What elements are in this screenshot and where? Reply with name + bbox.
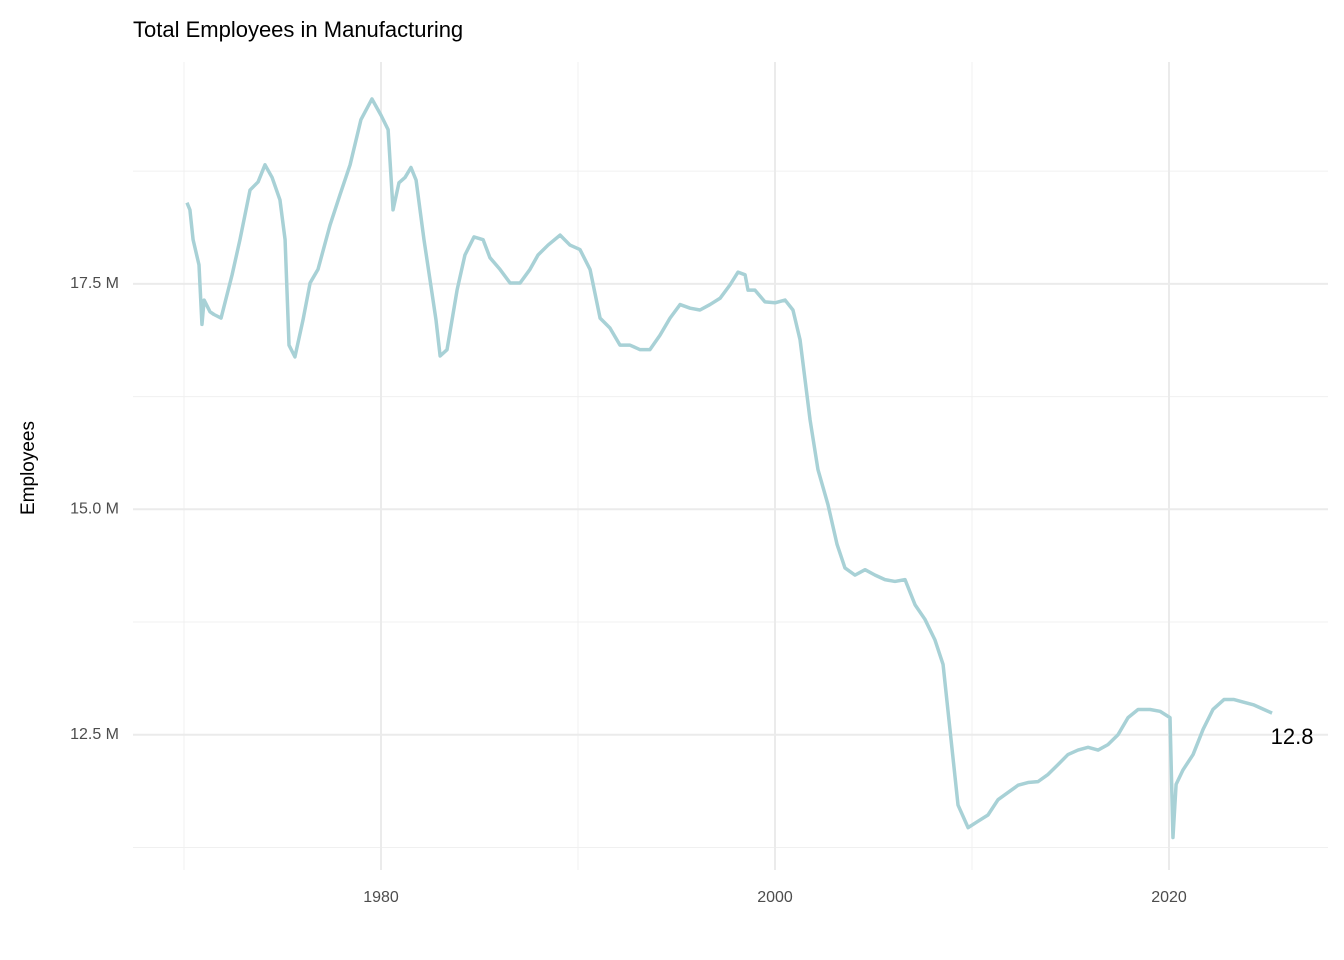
chart-title: Total Employees in Manufacturing xyxy=(133,17,463,42)
y-tick-label: 12.5 M xyxy=(70,726,119,743)
end-label: 12.8 xyxy=(1271,724,1314,749)
data-line xyxy=(185,97,1273,840)
x-tick-label: 2020 xyxy=(1151,889,1187,906)
y-axis-label: Employees xyxy=(18,421,39,515)
x-tick-label: 2000 xyxy=(757,889,793,906)
y-tick-label: 17.5 M xyxy=(70,275,119,292)
x-tick-label: 1980 xyxy=(363,889,399,906)
y-tick-label: 15.0 M xyxy=(70,501,119,518)
